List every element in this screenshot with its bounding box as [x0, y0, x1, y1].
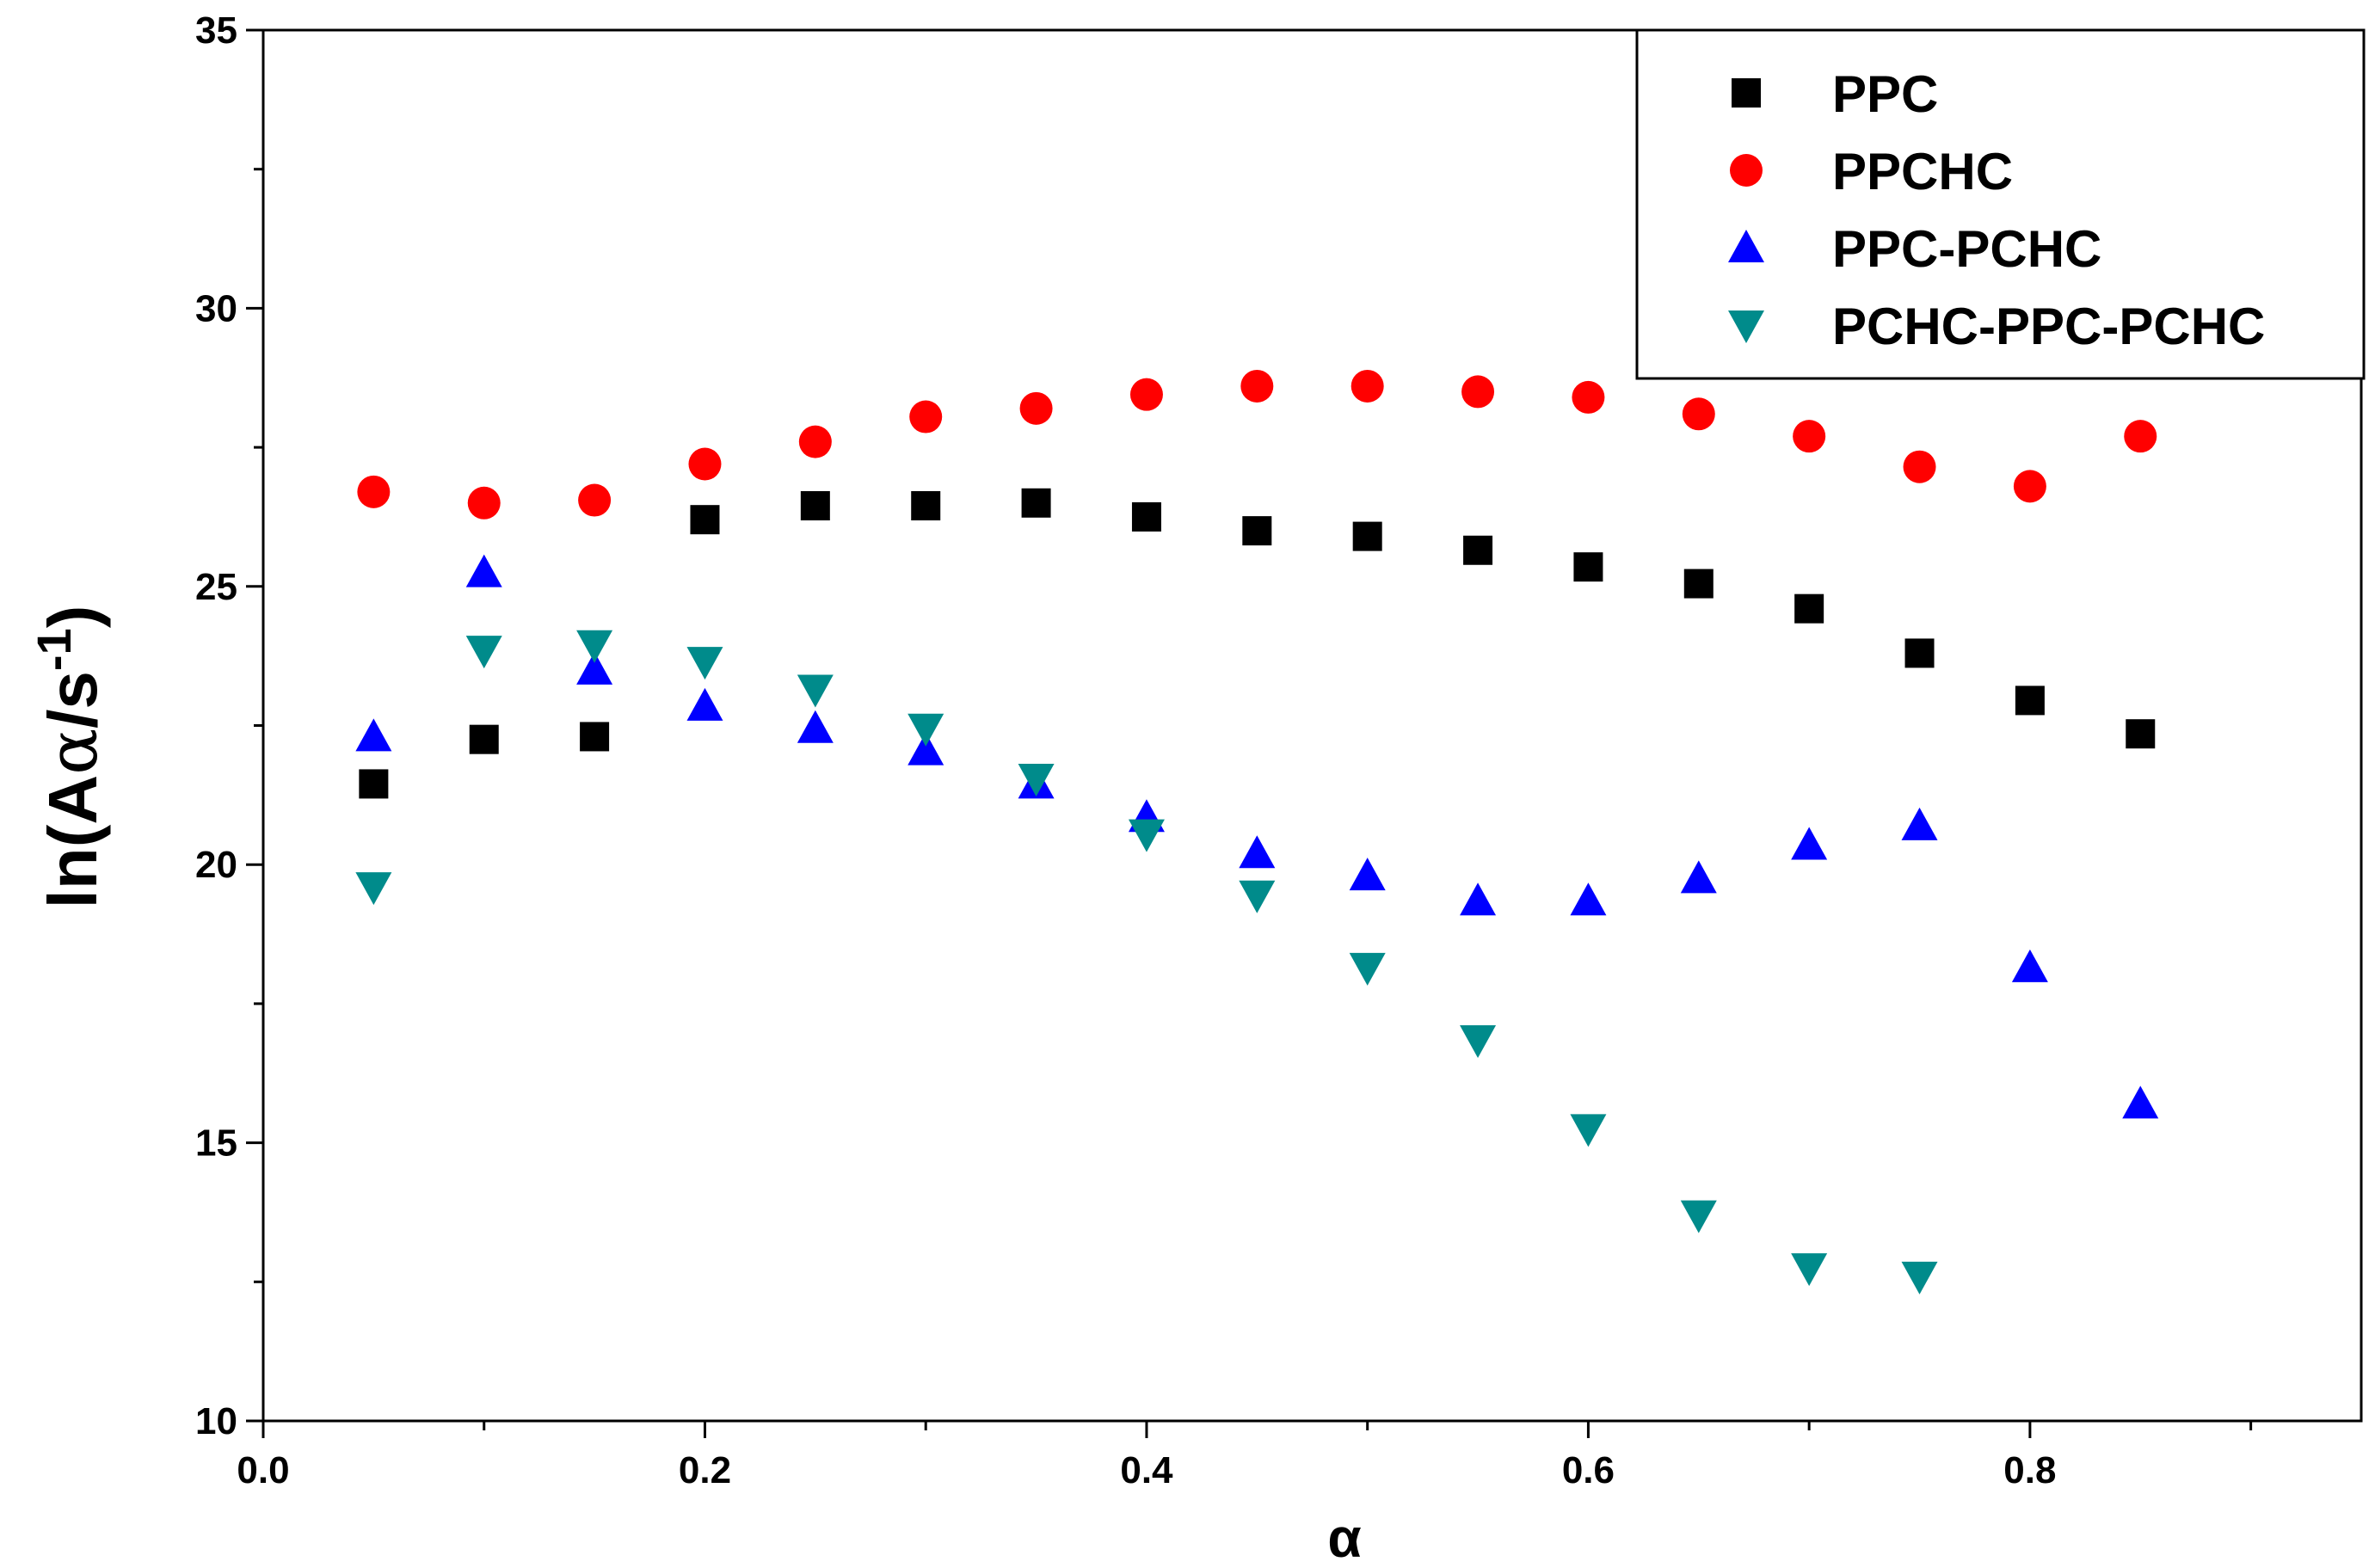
data-points: [355, 369, 2159, 1294]
data-point: [909, 400, 943, 434]
data-point: [1239, 880, 1276, 913]
data-point: [359, 769, 389, 799]
data-point: [576, 630, 613, 663]
data-point: [1349, 952, 1386, 986]
legend-label: PPC: [1832, 65, 1938, 123]
y-tick-label: 15: [195, 1122, 237, 1165]
data-point: [1352, 521, 1382, 551]
x-tick-label: 0.2: [679, 1449, 731, 1491]
series-ppchc: [357, 369, 2157, 520]
data-point: [908, 732, 944, 766]
data-point: [355, 872, 392, 906]
data-point: [1680, 860, 1717, 894]
data-point: [686, 687, 723, 721]
legend-label: PPC-PCHC: [1832, 220, 2101, 278]
data-point: [2011, 949, 2048, 982]
data-point: [1904, 638, 1935, 668]
data-point: [1682, 397, 1715, 431]
y-tick-label: 10: [195, 1400, 237, 1442]
legend-marker: [1728, 311, 1764, 343]
data-point: [1791, 1253, 1828, 1287]
data-point: [1131, 501, 1161, 532]
data-point: [1349, 858, 1386, 891]
data-point: [1351, 369, 1384, 403]
y-tick-label: 35: [195, 9, 237, 52]
data-point: [2122, 1085, 2159, 1119]
legend: PPC PPCHC PPC-PCHC PCHC-PPC-PCHC: [1635, 28, 2366, 380]
data-point: [1461, 375, 1495, 409]
x-tick-label: 0.6: [1562, 1449, 1615, 1491]
data-point: [797, 710, 834, 743]
x-tick-label: 0.8: [2003, 1449, 2056, 1491]
data-point: [2015, 686, 2045, 716]
data-point: [1572, 380, 1605, 414]
data-point: [2013, 470, 2046, 503]
data-point: [2124, 420, 2157, 453]
series-ppc: [359, 488, 2156, 799]
data-point: [1680, 1200, 1717, 1233]
data-point: [1019, 391, 1053, 425]
x-axis-title: α: [1327, 1507, 1361, 1568]
legend-label: PCHC-PPC-PCHC: [1832, 298, 2265, 355]
data-point: [688, 447, 722, 481]
x-tick-label: 0.0: [237, 1449, 289, 1491]
data-point: [465, 636, 502, 669]
x-tick-label: 0.4: [1120, 1449, 1173, 1491]
series-ppc-pchc: [355, 554, 2159, 1119]
data-point: [1901, 1261, 1938, 1294]
legend-marker: [1730, 154, 1763, 187]
data-point: [467, 486, 501, 520]
y-tick-label: 30: [195, 287, 237, 329]
data-point: [2126, 719, 2156, 749]
data-point: [1018, 763, 1055, 796]
data-point: [580, 722, 610, 752]
data-point: [1683, 569, 1714, 599]
data-point: [1794, 593, 1824, 624]
data-point: [1460, 1024, 1497, 1058]
y-axis-title: ln(Aα/s-1): [27, 606, 113, 909]
data-point: [1021, 488, 1051, 518]
data-point: [1239, 835, 1276, 869]
data-point: [690, 505, 720, 535]
data-point: [355, 718, 392, 752]
data-point: [1791, 827, 1828, 860]
legend-marker: [1728, 230, 1764, 262]
legend-label: PPCHC: [1832, 143, 2013, 200]
data-point: [1570, 1114, 1607, 1147]
data-point: [578, 483, 612, 517]
data-point: [1129, 378, 1163, 411]
data-point: [800, 491, 830, 521]
data-point: [911, 491, 941, 521]
data-point: [576, 651, 613, 685]
data-point: [1242, 516, 1272, 546]
data-point: [469, 724, 499, 754]
data-point: [1240, 369, 1274, 403]
data-point: [1128, 819, 1165, 852]
series-pchc-ppc-pchc: [355, 630, 1938, 1294]
data-point: [1570, 882, 1607, 916]
data-point: [1463, 535, 1493, 565]
data-point: [797, 674, 834, 708]
data-point: [908, 713, 944, 747]
data-point: [465, 554, 502, 587]
data-point: [798, 425, 832, 458]
data-point: [1901, 807, 1938, 840]
data-point: [1460, 882, 1497, 916]
data-point: [686, 647, 723, 680]
axes: 0.0 0.2 0.4 0.6 0.8 10 15 20 25 30 35: [195, 9, 2363, 1491]
y-tick-label: 20: [195, 844, 237, 886]
data-point: [1903, 450, 1936, 483]
data-point: [1573, 552, 1603, 582]
data-point: [357, 475, 391, 508]
legend-marker: [1732, 78, 1761, 108]
data-point: [1793, 420, 1826, 453]
y-tick-label: 25: [195, 566, 237, 608]
